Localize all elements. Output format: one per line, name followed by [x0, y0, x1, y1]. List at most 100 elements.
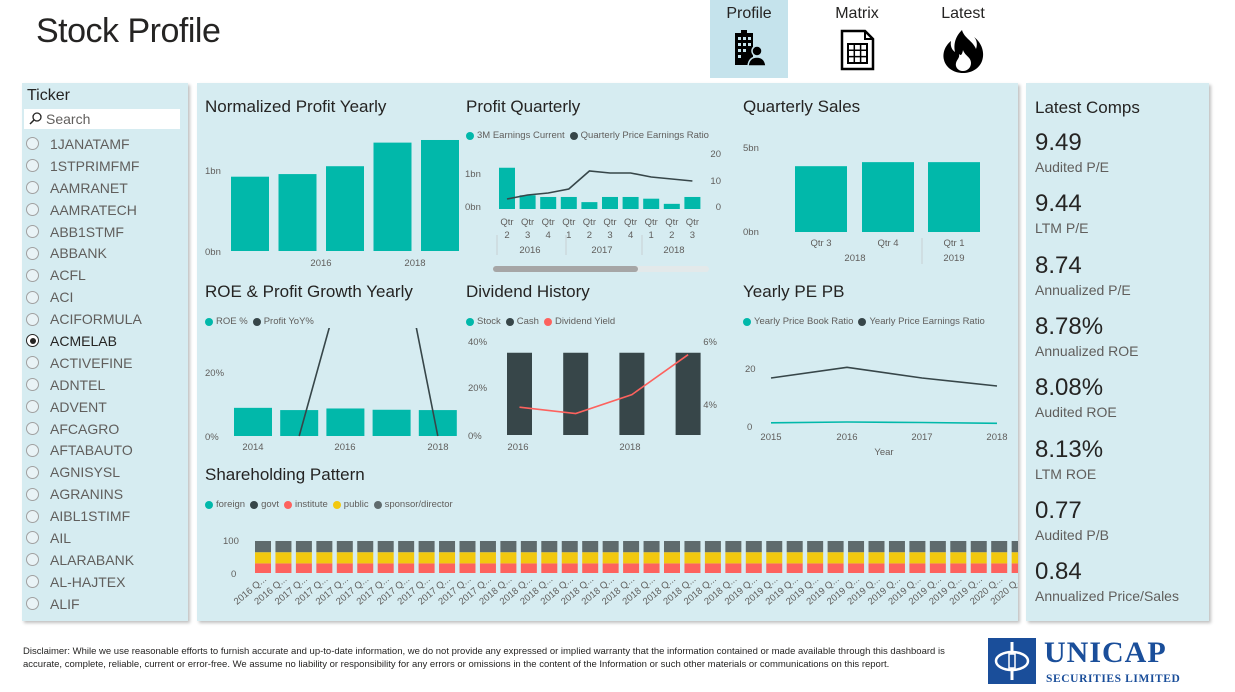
dividend-history-chart[interactable]: 40% 20% 0% 6% 4% 2016 2018	[459, 328, 729, 458]
shareholding-segment[interactable]	[950, 563, 967, 573]
ticker-option[interactable]: ACTIVEFINE	[26, 352, 142, 374]
shareholding-segment[interactable]	[275, 541, 292, 553]
radio-button[interactable]	[26, 246, 39, 260]
shareholding-segment[interactable]	[868, 552, 885, 564]
ticker-option[interactable]: ADNTEL	[26, 374, 142, 396]
shareholding-segment[interactable]	[418, 552, 435, 564]
radio-button[interactable]	[26, 378, 39, 392]
shareholding-segment[interactable]	[500, 541, 517, 553]
shareholding-segment[interactable]	[684, 552, 701, 564]
shareholding-segment[interactable]	[909, 563, 926, 573]
shareholding-segment[interactable]	[684, 563, 701, 573]
shareholding-segment[interactable]	[295, 563, 312, 573]
shareholding-segment[interactable]	[336, 552, 353, 564]
shareholding-segment[interactable]	[1011, 563, 1018, 573]
shareholding-segment[interactable]	[643, 541, 660, 553]
ticker-option[interactable]: 1JANATAMF	[26, 133, 142, 155]
ticker-option[interactable]: AL-HAJTEX	[26, 571, 142, 593]
roe-bar[interactable]	[326, 408, 365, 436]
shareholding-segment[interactable]	[970, 541, 987, 553]
shareholding-segment[interactable]	[623, 541, 640, 553]
radio-button[interactable]	[26, 575, 39, 589]
sales-bar[interactable]	[928, 162, 980, 232]
shareholding-segment[interactable]	[582, 552, 599, 564]
shareholding-segment[interactable]	[848, 563, 865, 573]
shareholding-segment[interactable]	[439, 552, 456, 564]
shareholding-segment[interactable]	[704, 552, 721, 564]
shareholding-segment[interactable]	[745, 541, 762, 553]
shareholding-segment[interactable]	[275, 552, 292, 564]
shareholding-segment[interactable]	[786, 552, 803, 564]
shareholding-segment[interactable]	[888, 541, 905, 553]
horizontal-scrollbar-thumb[interactable]	[493, 266, 638, 272]
shareholding-segment[interactable]	[664, 552, 680, 564]
shareholding-segment[interactable]	[807, 563, 824, 573]
shareholding-segment[interactable]	[950, 552, 967, 564]
ticker-option[interactable]: AIBL1STIMF	[26, 505, 142, 527]
shareholding-segment[interactable]	[745, 563, 762, 573]
yearly-pe-pb-chart[interactable]: 20 0 2015 2016 2017 2018 Year	[733, 328, 1013, 463]
shareholding-segment[interactable]	[868, 541, 885, 553]
shareholding-segment[interactable]	[561, 563, 578, 573]
shareholding-segment[interactable]	[664, 563, 680, 573]
shareholding-segment[interactable]	[561, 552, 578, 564]
radio-button[interactable]	[26, 225, 39, 238]
earnings-bar[interactable]	[519, 195, 536, 209]
shareholding-segment[interactable]	[786, 563, 803, 573]
shareholding-segment[interactable]	[316, 541, 333, 553]
shareholding-segment[interactable]	[439, 541, 456, 553]
shareholding-segment[interactable]	[316, 563, 333, 573]
shareholding-segment[interactable]	[295, 552, 312, 564]
ticker-option[interactable]: AIL	[26, 527, 142, 549]
shareholding-segment[interactable]	[439, 563, 456, 573]
shareholding-segment[interactable]	[398, 563, 415, 573]
ticker-option[interactable]: ACI	[26, 286, 142, 308]
ticker-option[interactable]: AGRANINS	[26, 483, 142, 505]
shareholding-segment[interactable]	[704, 563, 721, 573]
radio-button[interactable]	[26, 597, 39, 611]
shareholding-segment[interactable]	[991, 563, 1008, 573]
cash-dividend-bar[interactable]	[563, 352, 589, 435]
shareholding-segment[interactable]	[255, 552, 271, 564]
shareholding-segment[interactable]	[664, 541, 680, 553]
shareholding-segment[interactable]	[827, 563, 844, 573]
radio-button[interactable]	[26, 181, 39, 195]
shareholding-segment[interactable]	[602, 552, 619, 564]
shareholding-segment[interactable]	[623, 552, 640, 564]
shareholding-segment[interactable]	[377, 552, 394, 564]
shareholding-segment[interactable]	[377, 541, 394, 553]
shareholding-segment[interactable]	[459, 563, 476, 573]
ticker-option[interactable]: ADVENT	[26, 396, 142, 418]
shareholding-segment[interactable]	[398, 541, 415, 553]
shareholding-segment[interactable]	[500, 552, 517, 564]
shareholding-segment[interactable]	[888, 552, 905, 564]
shareholding-segment[interactable]	[766, 552, 783, 564]
sales-bar[interactable]	[862, 162, 914, 232]
nav-matrix-button[interactable]: Matrix	[818, 0, 896, 78]
shareholding-segment[interactable]	[807, 552, 824, 564]
profit-quarterly-chart[interactable]: 1bn 0bn 20 10 0 Qtr 2 Qtr 3 Qtr 4 Qtr 1 Qtr 2 Qtr 3…	[459, 143, 729, 278]
shareholding-segment[interactable]	[623, 563, 640, 573]
shareholding-segment[interactable]	[766, 563, 783, 573]
shareholding-segment[interactable]	[541, 563, 558, 573]
shareholding-segment[interactable]	[541, 541, 558, 553]
shareholding-segment[interactable]	[786, 541, 803, 553]
radio-button[interactable]	[26, 159, 39, 173]
radio-button[interactable]	[26, 137, 39, 151]
shareholding-segment[interactable]	[336, 563, 353, 573]
normalized-profit-chart[interactable]: 1bn 0bn 2016 2018	[197, 123, 459, 273]
shareholding-segment[interactable]	[991, 552, 1008, 564]
shareholding-segment[interactable]	[704, 541, 721, 553]
radio-button[interactable]	[26, 203, 39, 217]
shareholding-segment[interactable]	[459, 541, 476, 553]
shareholding-segment[interactable]	[602, 563, 619, 573]
radio-button[interactable]	[26, 356, 39, 370]
shareholding-segment[interactable]	[807, 541, 824, 553]
radio-button[interactable]	[26, 509, 39, 523]
shareholding-segment[interactable]	[275, 563, 292, 573]
ticker-option[interactable]: AAMRANET	[26, 177, 142, 199]
shareholding-segment[interactable]	[336, 541, 353, 553]
shareholding-segment[interactable]	[479, 563, 496, 573]
shareholding-segment[interactable]	[725, 541, 742, 553]
shareholding-segment[interactable]	[377, 563, 394, 573]
